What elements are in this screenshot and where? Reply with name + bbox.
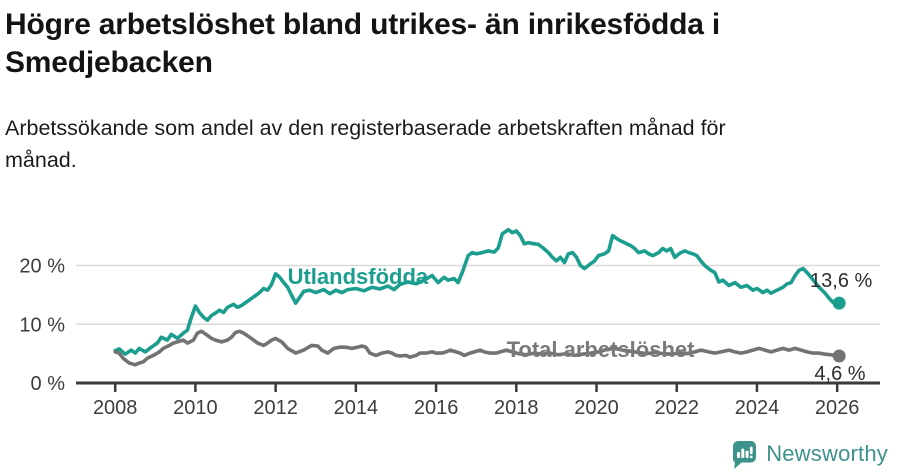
x-axis-tick-label: 2022 xyxy=(654,397,699,419)
series-line-0 xyxy=(113,227,842,357)
series-end-value-label-0: 13,6 % xyxy=(810,270,872,292)
chart-subtitle: Arbetssökande som andel av den registerb… xyxy=(5,112,865,176)
y-axis-tick-label: 10 % xyxy=(19,314,65,336)
y-axis-tick-label: 20 % xyxy=(19,256,65,278)
page-title-line-2: Smedjebacken xyxy=(5,46,213,79)
series-end-dot-0 xyxy=(832,296,846,310)
x-axis-tick-label: 2026 xyxy=(815,397,860,419)
series-end-value-label-1: 4,6 % xyxy=(814,363,865,385)
newsworthy-wordmark: Newsworthy xyxy=(766,441,888,466)
series-name-label-0: Utlandsfödda xyxy=(288,264,429,289)
x-axis-tick-label: 2008 xyxy=(93,397,138,419)
y-axis-tick-label: 0 % xyxy=(31,373,66,395)
x-axis-tick-label: 2012 xyxy=(253,397,298,419)
page-title-line-1: Högre arbetslöshet bland utrikes- än inr… xyxy=(5,8,720,41)
chart-subtitle-line-2: månad. xyxy=(5,148,77,172)
series-line-1 xyxy=(113,329,842,367)
series-end-dot-1 xyxy=(832,349,846,363)
x-axis-tick-label: 2016 xyxy=(414,397,459,419)
newsworthy-logo: Newsworthy xyxy=(731,438,888,470)
x-axis-tick-label: 2018 xyxy=(494,397,539,419)
chart-subtitle-line-1: Arbetssökande som andel av den registerb… xyxy=(5,116,726,140)
series-name-label-1: Total arbetslöshet xyxy=(507,337,696,362)
x-axis-tick-label: 2024 xyxy=(735,397,780,419)
page-title: Högre arbetslöshet bland utrikes- än inr… xyxy=(5,6,865,82)
newsworthy-bubble-chart-icon xyxy=(733,440,757,469)
x-axis-tick-label: 2010 xyxy=(173,397,218,419)
x-axis-tick-label: 2014 xyxy=(334,397,379,419)
x-axis-tick-label: 2020 xyxy=(574,397,619,419)
